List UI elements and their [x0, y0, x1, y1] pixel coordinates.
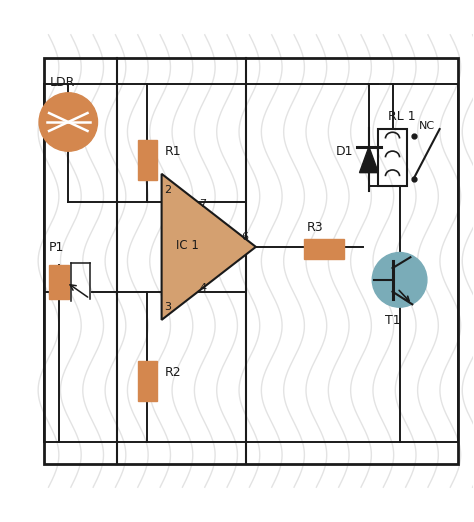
Text: D1: D1 — [336, 145, 354, 158]
Text: 2: 2 — [164, 185, 171, 195]
Text: P1: P1 — [48, 241, 64, 254]
Bar — [49, 265, 69, 299]
Polygon shape — [162, 174, 256, 320]
Text: 7: 7 — [199, 199, 207, 209]
Circle shape — [39, 93, 98, 151]
Text: LDR: LDR — [49, 76, 75, 89]
Bar — [137, 140, 157, 180]
Text: R3: R3 — [307, 221, 323, 234]
Bar — [44, 58, 458, 464]
Text: 6: 6 — [242, 232, 249, 242]
Text: 4: 4 — [199, 283, 207, 293]
Text: RL 1: RL 1 — [388, 110, 415, 123]
Bar — [304, 239, 344, 259]
Text: T1: T1 — [385, 314, 401, 327]
Bar — [137, 361, 157, 401]
Circle shape — [372, 253, 427, 307]
Text: IC 1: IC 1 — [176, 239, 199, 252]
Text: R1: R1 — [164, 145, 181, 158]
Text: NC: NC — [419, 121, 435, 131]
Text: R2: R2 — [164, 366, 181, 379]
Text: 3: 3 — [164, 302, 171, 313]
Polygon shape — [359, 147, 378, 173]
Bar — [378, 129, 407, 186]
